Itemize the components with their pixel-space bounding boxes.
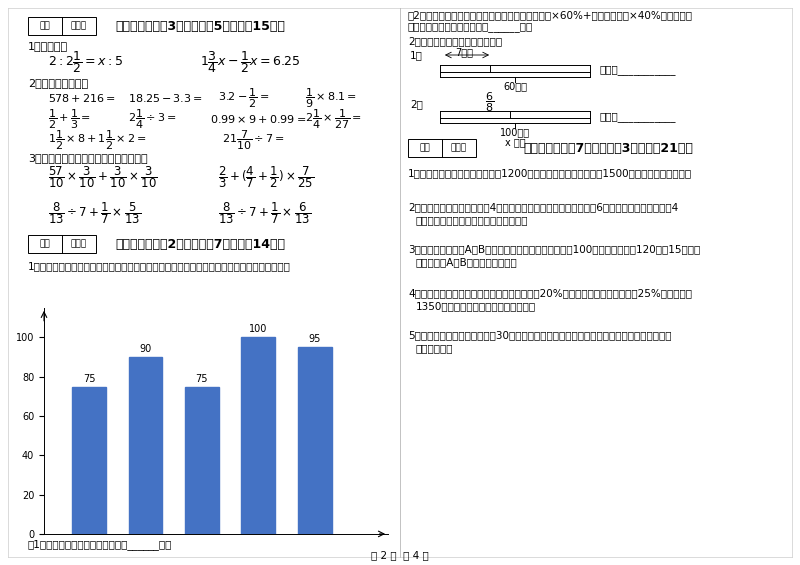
Text: $\dfrac{8}{13}\div7+\dfrac{1}{7}\times\dfrac{5}{13}$: $\dfrac{8}{13}\div7+\dfrac{1}{7}\times\d… [48, 200, 141, 226]
Text: （用比例解）: （用比例解） [416, 343, 454, 353]
Text: 级第一学期的数学学期成绩是______分。: 级第一学期的数学学期成绩是______分。 [408, 22, 534, 32]
Text: 评卷人: 评卷人 [71, 240, 87, 249]
Text: 100千米: 100千米 [500, 127, 530, 137]
Text: 2，: 2， [410, 99, 423, 109]
Text: 评卷人: 评卷人 [71, 21, 87, 31]
Text: $18.25-3.3=$: $18.25-3.3=$ [128, 92, 203, 104]
Text: $1\dfrac{1}{2}\times8+1\dfrac{1}{2}\times2=$: $1\dfrac{1}{2}\times8+1\dfrac{1}{2}\time… [48, 128, 146, 152]
Text: 六、应用题（共7小题，每题3分，共计21分）: 六、应用题（共7小题，每题3分，共计21分） [523, 141, 693, 154]
Text: $\dfrac{1}{2}+\dfrac{1}{3}=$: $\dfrac{1}{2}+\dfrac{1}{3}=$ [48, 107, 91, 131]
Text: $3.2-\dfrac{1}{2}=$: $3.2-\dfrac{1}{2}=$ [218, 86, 270, 110]
Text: $\dfrac{8}{13}\div7+\dfrac{1}{7}\times\dfrac{6}{13}$: $\dfrac{8}{13}\div7+\dfrac{1}{7}\times\d… [218, 200, 311, 226]
Bar [28, 17, 96, 35]
Text: 五、综合题（共2小题，每题7分，共计14分）: 五、综合题（共2小题，每题7分，共计14分） [115, 237, 285, 250]
Text: 第 2 页  共 4 页: 第 2 页 共 4 页 [371, 550, 429, 560]
Text: 3．用简便等式计算。（可用简便算法）: 3．用简便等式计算。（可用简便算法） [28, 153, 148, 163]
Bar [242, 337, 275, 534]
Text: $\dfrac{2}{3}+(\dfrac{4}{7}+\dfrac{1}{2})\times\dfrac{7}{25}$: $\dfrac{2}{3}+(\dfrac{4}{7}+\dfrac{1}{2}… [218, 164, 314, 190]
Bar [28, 235, 96, 253]
Text: x 千米: x 千米 [505, 137, 526, 147]
Text: 95: 95 [309, 334, 321, 344]
Text: 2．看图列算式或方程，不计算：: 2．看图列算式或方程，不计算： [408, 36, 502, 46]
Text: 2．直接写出得数：: 2．直接写出得数： [28, 78, 88, 88]
Text: 得分: 得分 [40, 21, 50, 31]
Text: 3．甲乙两人分别从A、B两地同时相向而行，甲每分钟行100米，乙每分钟行120米，15分钟后: 3．甲乙两人分别从A、B两地同时相向而行，甲每分钟行100米，乙每分钟行120米… [408, 244, 700, 254]
Bar [298, 347, 332, 534]
Text: 2．一件工程，要求师徒二人4小时合作完成，若徒弟单独做，需要6小时完成，那么，师傅在4: 2．一件工程，要求师徒二人4小时合作完成，若徒弟单独做，需要6小时完成，那么，师… [408, 202, 678, 212]
Text: 1．某工厂职工原来平均月工资是1200元，现在平均月工资增加到1500元，增长了百分之几？: 1．某工厂职工原来平均月工资是1200元，现在平均月工资增加到1500元，增长了… [408, 168, 692, 178]
Text: 90: 90 [139, 344, 152, 354]
Bar [129, 357, 162, 534]
Text: $2\dfrac{1}{4}\times\dfrac{1}{27}=$: $2\dfrac{1}{4}\times\dfrac{1}{27}=$ [305, 107, 362, 131]
Text: 两人相遇，A、B两地相距多少米？: 两人相遇，A、B两地相距多少米？ [416, 257, 518, 267]
Text: 75: 75 [196, 373, 208, 384]
Bar [72, 386, 106, 534]
Text: 列式：___________: 列式：___________ [600, 65, 677, 75]
Text: 1350个字，这份稿件一共有多少个字？: 1350个字，这份稿件一共有多少个字？ [416, 301, 536, 311]
Text: 75: 75 [83, 373, 95, 384]
Bar [408, 139, 476, 157]
Text: （2）数学学期成绩是这样算的：平时成绩的平均分×60%+期末测验成绩×40%，王平六年: （2）数学学期成绩是这样算的：平时成绩的平均分×60%+期末测验成绩×40%，王… [408, 10, 693, 20]
Text: $2\dfrac{1}{4}\div3=$: $2\dfrac{1}{4}\div3=$ [128, 107, 177, 131]
Text: $578+216=$: $578+216=$ [48, 92, 116, 104]
Text: $0.99\times9+0.99=$: $0.99\times9+0.99=$ [210, 113, 306, 125]
Text: $2:2\dfrac{1}{2}=x:5$: $2:2\dfrac{1}{2}=x:5$ [48, 49, 123, 75]
Text: 60千克: 60千克 [503, 81, 527, 91]
Text: $21\dfrac{7}{10}\div7=$: $21\dfrac{7}{10}\div7=$ [222, 128, 285, 152]
Text: 1．解方程：: 1．解方程： [28, 41, 68, 51]
Text: 4．芳芳打一份稿件，上午打了这份稿件总字的20%，下午打了这份稿件总字的25%，一共打了: 4．芳芳打一份稿件，上午打了这份稿件总字的20%，下午打了这份稿件总字的25%，… [408, 288, 692, 298]
Text: 四、计算题（共3小题，每题5分，共计15分）: 四、计算题（共3小题，每题5分，共计15分） [115, 20, 285, 33]
Text: 得分: 得分 [40, 240, 50, 249]
Text: 评卷人: 评卷人 [451, 144, 467, 153]
Text: 小时之内需要完成这件工程的几分之几？: 小时之内需要完成这件工程的几分之几？ [416, 215, 529, 225]
Text: $\dfrac{6}{8}$: $\dfrac{6}{8}$ [486, 90, 494, 114]
Text: （1）王平四次平时成绩的平均分是______分。: （1）王平四次平时成绩的平均分是______分。 [28, 540, 172, 550]
Text: $\dfrac{1}{9}\times8.1=$: $\dfrac{1}{9}\times8.1=$ [305, 86, 357, 110]
Text: 1．如图是王平六年级第一学期四次数学平时成绩和数学期末测试成绩统计图，请根据图填空：: 1．如图是王平六年级第一学期四次数学平时成绩和数学期末测试成绩统计图，请根据图填… [28, 261, 291, 271]
Text: 5．如图爸爸开车从家到单位需30分钟，如他以同样速度开车从家去图书大厦，需多少分钟？: 5．如图爸爸开车从家到单位需30分钟，如他以同样速度开车从家去图书大厦，需多少分… [408, 330, 671, 340]
Text: $1\dfrac{3}{4}x-\dfrac{1}{2}x=6.25$: $1\dfrac{3}{4}x-\dfrac{1}{2}x=6.25$ [200, 49, 301, 75]
Text: 1，: 1， [410, 50, 423, 60]
Text: 100: 100 [249, 324, 267, 334]
Bar [185, 386, 219, 534]
Text: $\dfrac{57}{10}\times\dfrac{3}{10}+\dfrac{3}{10}\times\dfrac{3}{10}$: $\dfrac{57}{10}\times\dfrac{3}{10}+\dfra… [48, 164, 158, 190]
Text: 得分: 得分 [420, 144, 430, 153]
Text: 7千克: 7千克 [455, 47, 473, 57]
Text: 列式：___________: 列式：___________ [600, 112, 677, 122]
